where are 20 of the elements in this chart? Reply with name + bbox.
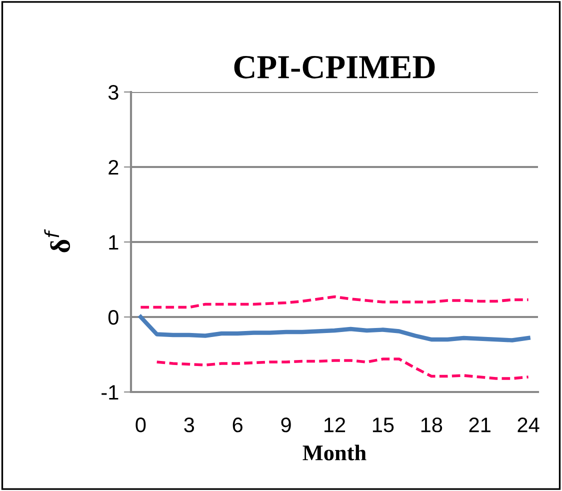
line-series — [139, 295, 530, 309]
chart-title: CPI-CPIMED — [234, 56, 435, 78]
x-tick-label: 24 — [518, 418, 540, 432]
x-tick-label: 18 — [421, 418, 442, 432]
y-tick-label: 1 — [109, 235, 118, 250]
x-axis-title: Month — [302, 444, 366, 460]
y-axis-title: δ$^{f}$ — [44, 229, 70, 252]
y-tick-label: 3 — [108, 85, 118, 100]
line-series — [138, 314, 530, 342]
y-tick-label: -1 — [102, 385, 118, 400]
x-tick-label: 12 — [324, 418, 346, 432]
x-tick-label: 15 — [372, 418, 394, 432]
x-tick-label: 6 — [232, 418, 242, 432]
line-series — [155, 358, 530, 380]
x-tick-label: 3 — [184, 418, 194, 432]
x-tick-label: 9 — [281, 418, 291, 432]
y-tick-label: 0 — [108, 310, 118, 325]
y-tick-label: 2 — [108, 160, 118, 175]
x-tick-label: 21 — [469, 418, 490, 432]
x-tick-label: 0 — [136, 418, 146, 432]
